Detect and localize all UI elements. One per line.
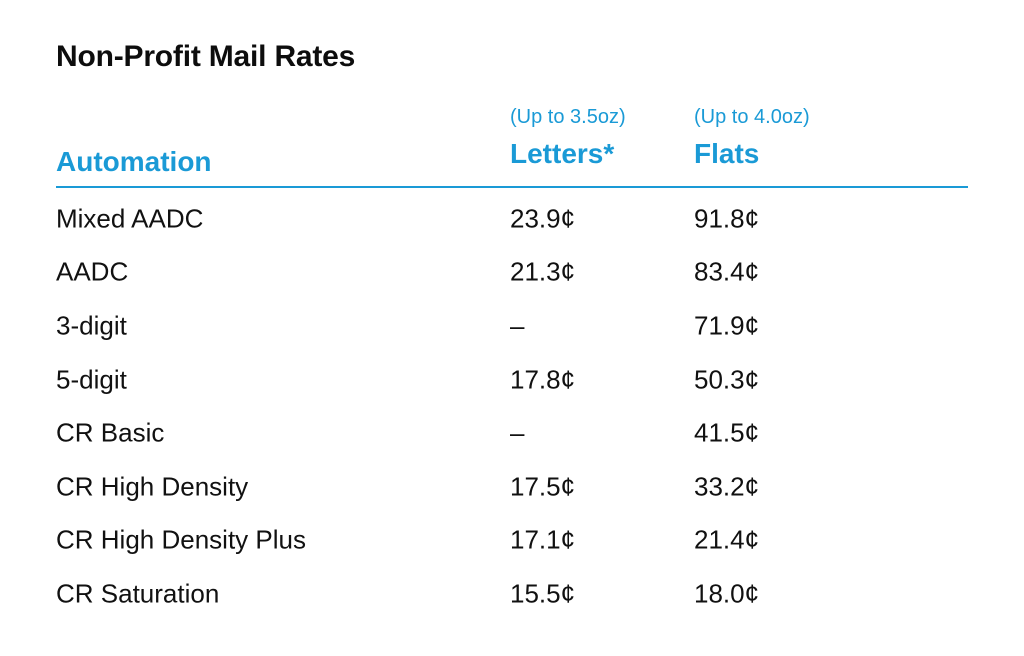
letters-rate: 23.9¢ — [510, 203, 576, 234]
letters-rate: 17.8¢ — [510, 364, 576, 395]
page-title: Non-Profit Mail Rates — [56, 40, 356, 73]
letters-rate: – — [510, 310, 525, 341]
table-row: CR High Density Plus 17.1¢ 21.4¢ — [56, 514, 968, 568]
flats-rate: 33.2¢ — [694, 471, 760, 502]
flats-header: (Up to 4.0oz) Flats — [694, 100, 810, 174]
table-header: Automation (Up to 3.5oz) Letters* (Up to… — [56, 100, 968, 188]
letters-rate: 15.5¢ — [510, 578, 576, 609]
flats-column-title: Flats — [694, 138, 760, 169]
flats-weight-note: (Up to 4.0oz) — [694, 106, 810, 128]
row-label: CR Basic — [56, 417, 165, 448]
letters-rate: 21.3¢ — [510, 256, 576, 287]
flats-rate: 71.9¢ — [694, 310, 760, 341]
category-header: Automation — [56, 146, 212, 177]
table-row: CR High Density 17.5¢ 33.2¢ — [56, 460, 968, 514]
table-row: CR Basic – 41.5¢ — [56, 406, 968, 460]
row-label: 5-digit — [56, 364, 127, 395]
rates-table: Mixed AADC 23.9¢ 91.8¢ AADC 21.3¢ 83.4¢ … — [56, 192, 968, 621]
flats-rate: 83.4¢ — [694, 256, 760, 287]
letters-rate: – — [510, 417, 525, 448]
letters-column-title: Letters* — [510, 138, 615, 169]
flats-rate: 41.5¢ — [694, 417, 760, 448]
header-divider — [56, 186, 968, 188]
row-label: CR High Density — [56, 471, 249, 502]
row-label: AADC — [56, 256, 129, 287]
letters-header: (Up to 3.5oz) Letters* — [510, 100, 626, 174]
table-row: 3-digit – 71.9¢ — [56, 299, 968, 353]
table-row: AADC 21.3¢ 83.4¢ — [56, 246, 968, 300]
row-label: Mixed AADC — [56, 203, 204, 234]
row-label: 3-digit — [56, 310, 127, 341]
flats-rate: 91.8¢ — [694, 203, 760, 234]
row-label: CR High Density Plus — [56, 524, 306, 555]
flats-rate: 21.4¢ — [694, 524, 760, 555]
row-label: CR Saturation — [56, 578, 220, 609]
table-row: Mixed AADC 23.9¢ 91.8¢ — [56, 192, 968, 246]
flats-rate: 50.3¢ — [694, 364, 760, 395]
table-row: CR Saturation 15.5¢ 18.0¢ — [56, 567, 968, 621]
letters-rate: 17.5¢ — [510, 471, 576, 502]
letters-weight-note: (Up to 3.5oz) — [510, 106, 626, 128]
letters-rate: 17.1¢ — [510, 524, 576, 555]
table-row: 5-digit 17.8¢ 50.3¢ — [56, 353, 968, 407]
flats-rate: 18.0¢ — [694, 578, 760, 609]
